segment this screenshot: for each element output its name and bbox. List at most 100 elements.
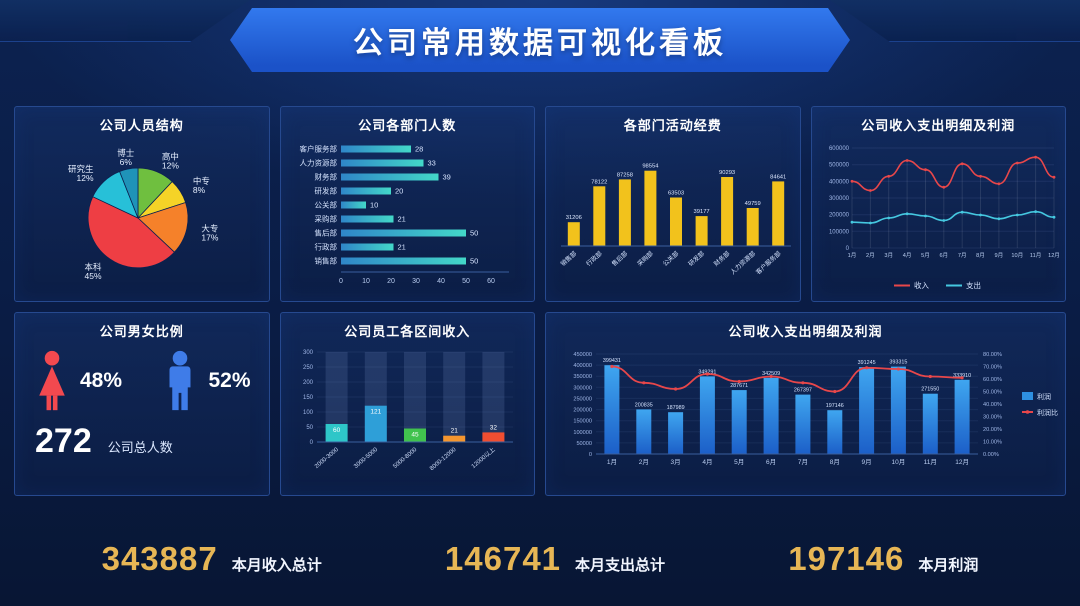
svg-text:150: 150 <box>303 395 314 401</box>
gender-body: 48% 52% 272 公司总人数 <box>19 342 265 461</box>
stat-monthly-expense: 146741 本月支出总计 <box>445 540 665 578</box>
header-left-decoration <box>0 0 250 42</box>
salary-ranges-svg: 0 50 100 150 200 250 300 60 2000-3000 121 3000-500… <box>303 350 514 472</box>
svg-text:中专8%: 中专 8% <box>193 176 210 195</box>
svg-text:49759: 49759 <box>744 201 760 207</box>
svg-text:0: 0 <box>339 278 343 285</box>
gender-row: 48% 52% <box>31 344 253 412</box>
panels-grid: 公司人员结构 高中 12% 中专 8% 大专 17% 本科 45% 研究生 12% 博士 6% 公司各… <box>14 106 1066 496</box>
svg-text:5000-8000: 5000-8000 <box>393 447 419 470</box>
income-expense-line-chart: 0 100000 200000 300000 400000 500000 600000 1月 2… <box>816 136 1062 294</box>
svg-text:20: 20 <box>387 278 395 285</box>
total-headcount-label: 公司总人数 <box>107 440 173 455</box>
svg-text:0: 0 <box>588 452 591 458</box>
panel-title-income-expense: 公司收入支出明细及利润 <box>861 118 1016 133</box>
svg-text:2000-3000: 2000-3000 <box>314 447 340 470</box>
svg-text:4月: 4月 <box>903 252 912 259</box>
svg-text:333910: 333910 <box>953 373 971 379</box>
svg-text:50.00%: 50.00% <box>983 390 1002 396</box>
panel-title-gender: 公司男女比例 <box>99 324 184 339</box>
svg-text:8月: 8月 <box>829 458 839 466</box>
svg-text:10: 10 <box>362 278 370 285</box>
svg-text:支出: 支出 <box>966 280 981 290</box>
svg-text:30: 30 <box>412 278 420 285</box>
svg-text:500000: 500000 <box>829 163 850 169</box>
svg-text:收入: 收入 <box>914 280 929 290</box>
svg-text:客户服务部: 客户服务部 <box>754 250 782 277</box>
svg-text:80.00%: 80.00% <box>983 352 1002 358</box>
svg-text:利润比: 利润比 <box>1037 408 1058 417</box>
svg-text:10月: 10月 <box>891 458 905 466</box>
svg-text:21: 21 <box>398 215 406 224</box>
panel-department-funds: 各部门活动经费 31206 销售部 78122 行政部 87258 售后部 98554 采购部… <box>545 106 801 302</box>
svg-text:售后部: 售后部 <box>610 250 629 268</box>
total-headcount: 272 <box>35 422 92 460</box>
summary-stats: 343887 本月收入总计 146741 本月支出总计 197146 本月利润 <box>40 540 1040 578</box>
department-headcount-chart: 客户服务部 28 人力资源部 33 财务部 39 研发部 20 公关部 10 采购部 21 售后部 50 行… <box>285 136 531 294</box>
svg-text:售后部: 售后部 <box>315 228 338 238</box>
svg-text:人力资源部: 人力资源部 <box>300 158 338 168</box>
svg-text:3月: 3月 <box>670 458 680 466</box>
svg-text:9月: 9月 <box>861 458 871 466</box>
svg-text:70.00%: 70.00% <box>983 365 1002 371</box>
svg-text:销售部: 销售部 <box>559 250 578 268</box>
svg-text:150000: 150000 <box>573 419 592 425</box>
svg-text:10月: 10月 <box>1012 252 1024 259</box>
personnel-pie-chart: 高中 12% 中专 8% 大专 17% 本科 45% 研究生 12% 博士 6% <box>19 136 265 294</box>
svg-text:267397: 267397 <box>793 388 811 394</box>
svg-text:10: 10 <box>370 201 378 210</box>
svg-text:63503: 63503 <box>668 191 684 197</box>
svg-text:0.00%: 0.00% <box>983 452 999 458</box>
svg-text:391245: 391245 <box>857 360 875 366</box>
svg-text:20: 20 <box>395 187 403 196</box>
female-stat: 48% <box>33 350 122 412</box>
svg-text:393315: 393315 <box>889 360 907 366</box>
monthly-income-value: 343887 <box>101 540 218 577</box>
department-funds-chart: 31206 销售部 78122 行政部 87258 售后部 98554 采购部 63503 公关部… <box>550 136 796 294</box>
svg-text:287671: 287671 <box>730 383 748 389</box>
svg-text:1月: 1月 <box>606 458 616 466</box>
male-stat: 52% <box>161 350 251 412</box>
svg-text:11月: 11月 <box>1030 252 1041 259</box>
svg-text:公关部: 公关部 <box>661 250 680 268</box>
monthly-income-label: 本月收入总计 <box>231 557 322 574</box>
page-title: 公司常用数据可视化看板 <box>353 27 727 60</box>
svg-text:31206: 31206 <box>565 215 581 221</box>
svg-text:450000: 450000 <box>573 352 592 358</box>
svg-text:250: 250 <box>303 365 314 371</box>
svg-text:271550: 271550 <box>921 387 939 393</box>
svg-text:200000: 200000 <box>573 408 592 414</box>
svg-text:98554: 98554 <box>642 164 659 170</box>
svg-text:9月: 9月 <box>995 252 1004 259</box>
panel-title-profit: 公司收入支出明细及利润 <box>728 324 883 339</box>
male-percentage: 52% <box>208 369 251 392</box>
personnel-pie-svg: 高中 12% 中专 8% 大专 17% 本科 45% 研究生 12% 博士 6% <box>68 148 219 281</box>
svg-text:39177: 39177 <box>693 209 709 215</box>
svg-text:197146: 197146 <box>825 403 843 409</box>
svg-text:50000: 50000 <box>576 441 592 447</box>
monthly-expense-label: 本月支出总计 <box>575 557 666 574</box>
svg-text:100: 100 <box>303 410 314 416</box>
svg-text:300: 300 <box>303 350 314 356</box>
svg-text:50: 50 <box>470 229 478 238</box>
stat-monthly-profit: 197146 本月利润 <box>788 540 978 578</box>
department-funds-svg: 31206 销售部 78122 行政部 87258 售后部 98554 采购部 63503 公关部… <box>559 164 791 277</box>
svg-text:12月: 12月 <box>1048 252 1060 259</box>
svg-text:60: 60 <box>333 427 341 434</box>
svg-text:行政部: 行政部 <box>584 250 603 268</box>
svg-text:财务部: 财务部 <box>712 250 731 268</box>
svg-text:10.00%: 10.00% <box>983 440 1002 446</box>
svg-text:350000: 350000 <box>573 374 592 380</box>
svg-text:人力资源部: 人力资源部 <box>728 250 756 277</box>
svg-text:250000: 250000 <box>573 396 592 402</box>
panel-salary-ranges: 公司员工各区间收入 0 50 100 150 200 250 300 60 2000-3000 1… <box>279 312 535 496</box>
svg-text:行政部: 行政部 <box>315 242 338 252</box>
svg-text:0: 0 <box>310 440 314 446</box>
profit-combo-svg: 0 50000 100000 150000 200000 250000 300000 3500… <box>573 352 1058 466</box>
svg-text:客户服务部: 客户服务部 <box>300 144 338 154</box>
svg-text:45: 45 <box>412 432 420 439</box>
svg-text:399431: 399431 <box>602 358 620 364</box>
svg-text:84641: 84641 <box>770 174 786 180</box>
salary-ranges-chart: 0 50 100 150 200 250 300 60 2000-3000 121 3000-500… <box>285 342 531 492</box>
